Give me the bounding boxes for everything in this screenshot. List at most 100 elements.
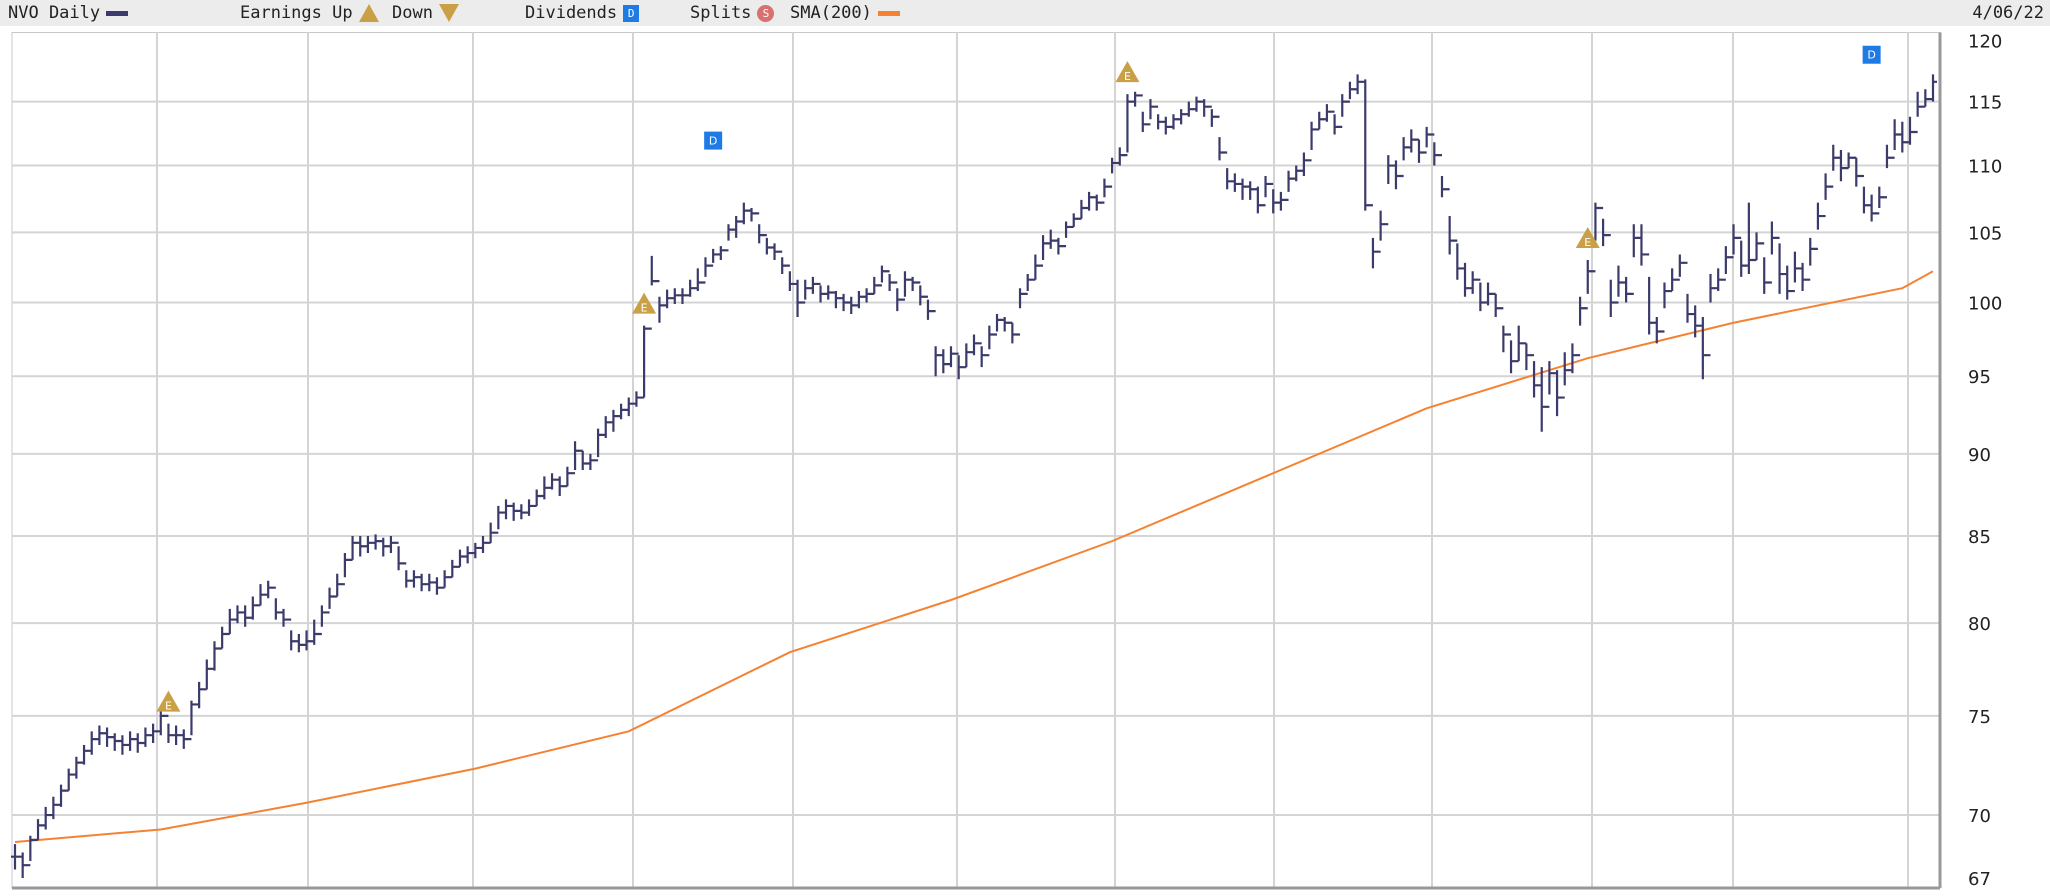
dividend-marker-glyph: D — [1867, 49, 1875, 62]
price-bar — [1146, 99, 1155, 126]
price-bar — [885, 270, 894, 292]
price-bar — [210, 641, 219, 671]
price-bar — [1299, 152, 1308, 177]
price-bar — [1790, 251, 1799, 293]
price-bar — [225, 608, 234, 636]
price-bar — [617, 403, 626, 420]
price-bar — [363, 536, 372, 554]
price-bar — [1039, 235, 1048, 267]
price-bar — [1514, 325, 1523, 363]
price-bar — [1675, 254, 1684, 281]
price-bar — [1184, 101, 1193, 117]
price-bar — [417, 573, 426, 592]
price-bar — [103, 727, 112, 747]
chart-date: 4/06/22 — [1972, 3, 2044, 23]
price-bar — [1499, 307, 1508, 353]
price-bar — [1744, 202, 1753, 275]
price-bar — [1399, 137, 1408, 178]
price-bar — [409, 570, 418, 588]
price-bar — [517, 504, 526, 520]
price-bar — [333, 573, 342, 598]
price-bar — [187, 700, 196, 741]
y-tick-label: 70 — [1968, 806, 1991, 827]
price-bar — [1054, 237, 1063, 255]
price-bar — [1230, 173, 1239, 192]
price-bar — [41, 806, 50, 830]
price-bar — [1353, 74, 1362, 95]
price-bar — [555, 476, 564, 497]
price-bar — [1507, 333, 1516, 374]
price-bar — [923, 295, 932, 320]
price-bar — [1629, 224, 1638, 296]
price-bar — [1852, 156, 1861, 187]
price-bar — [1414, 138, 1423, 163]
split-icon: S — [757, 4, 775, 22]
dividend-marker-icon — [704, 131, 723, 150]
price-bar — [1553, 370, 1562, 417]
price-bar — [808, 276, 817, 294]
price-bar — [739, 202, 748, 225]
price-bar — [1461, 262, 1470, 297]
price-bar — [1721, 246, 1730, 281]
price-bar — [1100, 178, 1109, 204]
price-bar — [1698, 316, 1707, 380]
price-bar — [1760, 242, 1769, 294]
price-bar — [1859, 174, 1868, 214]
price-bar — [655, 280, 664, 323]
price-bar — [931, 310, 940, 377]
price-bar — [1338, 94, 1347, 128]
earnings-down-legend: Down — [392, 3, 459, 23]
price-bar — [110, 733, 119, 751]
y-tick-label: 67 — [1968, 869, 1991, 890]
price-bar — [264, 580, 273, 599]
price-bar — [1576, 296, 1585, 357]
price-bar — [1714, 268, 1723, 292]
splits-label: Splits — [690, 3, 752, 23]
price-bar — [1261, 176, 1270, 207]
price-bar — [1376, 210, 1385, 253]
price-bar — [1192, 96, 1201, 112]
price-bar — [1783, 265, 1792, 300]
price-bar — [1875, 186, 1884, 215]
earnings-down-label: Down — [392, 3, 433, 23]
price-bar — [670, 288, 679, 304]
price-bar — [701, 257, 710, 284]
price-bar — [778, 250, 787, 275]
price-bar — [494, 505, 503, 534]
price-bar — [310, 619, 319, 645]
dividend-marker-glyph: D — [709, 135, 717, 148]
price-bar — [1437, 154, 1446, 198]
earnings-marker-glyph: E — [1124, 70, 1131, 83]
price-bar — [709, 248, 718, 267]
price-bar — [440, 570, 449, 589]
price-bar — [509, 502, 518, 521]
price-bar — [1829, 144, 1838, 188]
price-bar — [624, 397, 633, 417]
price-bar — [663, 289, 672, 309]
price-bar — [317, 605, 326, 636]
price-bar — [271, 586, 280, 620]
y-tick-label: 80 — [1968, 614, 1991, 635]
price-bar — [1253, 186, 1262, 214]
price-bar — [1092, 194, 1101, 211]
price-bar — [1606, 234, 1615, 317]
price-bar — [1652, 316, 1661, 344]
price-bar — [218, 626, 227, 650]
price-bar — [1737, 236, 1746, 277]
price-bar — [862, 288, 871, 303]
price-bar — [1752, 232, 1761, 262]
price-bar — [1836, 149, 1845, 182]
price-bar — [202, 659, 211, 691]
splits-legend: Splits S — [690, 3, 775, 23]
price-bar — [1138, 94, 1147, 132]
price-bar — [939, 349, 948, 374]
price-bar — [1345, 81, 1354, 103]
price-bar — [1292, 165, 1301, 182]
price-bar — [916, 281, 925, 306]
price-bar — [847, 296, 856, 315]
price-bar — [34, 819, 43, 842]
price-bar — [647, 255, 656, 330]
price-bar — [532, 489, 541, 508]
price-bar — [1023, 274, 1032, 296]
earnings-marker-glyph: E — [1584, 236, 1591, 249]
